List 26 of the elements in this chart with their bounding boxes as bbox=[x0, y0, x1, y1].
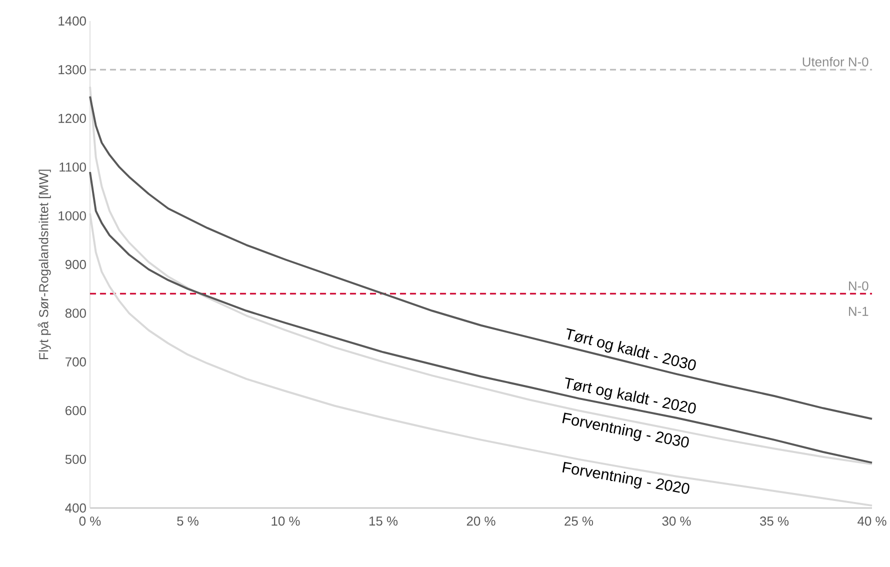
text: Tørt og kaldt - 2020 bbox=[565, 377, 696, 414]
x-tick-label: 25 % bbox=[564, 516, 594, 526]
x-tick-label: 5 % bbox=[177, 516, 198, 526]
x-tick-label: 0 % bbox=[79, 516, 101, 526]
x-tick-label: 35 % bbox=[760, 516, 789, 526]
y-tick-label: 1300 bbox=[58, 65, 86, 74]
y-tick-label: 700 bbox=[66, 357, 86, 366]
y-tick-label: 900 bbox=[65, 260, 86, 270]
y-tick-label: 600 bbox=[66, 406, 86, 416]
annotation: N-1 bbox=[849, 306, 868, 316]
ref-line-label: Utenfor N-0 bbox=[802, 56, 868, 66]
x-tick-label: 10 % bbox=[272, 516, 300, 526]
y-tick-label: 1400 bbox=[58, 16, 86, 26]
x-tick-label: 30 % bbox=[662, 516, 691, 526]
y-tick-label: 1000 bbox=[58, 211, 86, 220]
y-tick-label: 1200 bbox=[58, 114, 86, 123]
text: Tørt og kaldt - 2030 bbox=[566, 328, 696, 370]
ref-line-label: N-0 bbox=[849, 281, 868, 291]
y-tick-label: 1100 bbox=[60, 162, 86, 172]
x-tick-label: 40 % bbox=[858, 516, 886, 526]
y-tick-label: 800 bbox=[65, 308, 86, 318]
y-tick-label: 400 bbox=[65, 503, 86, 513]
y-tick-label: 500 bbox=[65, 454, 86, 464]
x-tick-label: 20 % bbox=[466, 516, 496, 526]
y-axis-title: Flyt på Sør-Rogalandsnittet [MW] bbox=[38, 170, 51, 360]
x-tick-label: 15 % bbox=[369, 516, 398, 526]
